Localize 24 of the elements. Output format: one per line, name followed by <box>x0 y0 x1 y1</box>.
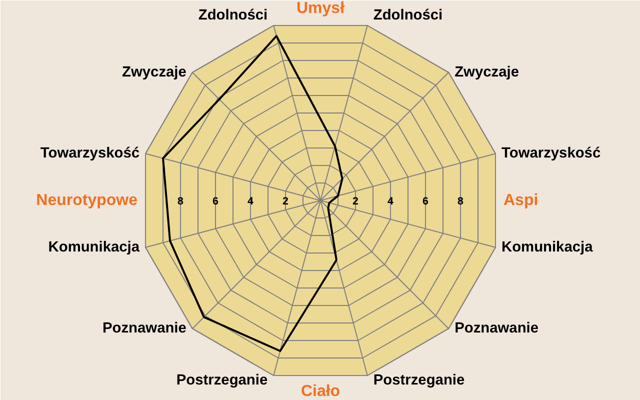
spoke-label: Poznawanie <box>454 320 538 337</box>
spoke-label: Towarzyskość <box>40 146 140 162</box>
spoke-label: Zwyczaje <box>122 64 186 80</box>
text: Neurotypowe <box>36 192 138 209</box>
spoke-label: Postrzeganie <box>373 372 465 388</box>
spoke-label: Postrzeganie <box>176 372 268 388</box>
y-tick-label: 8 <box>178 196 184 208</box>
text: Aspi <box>504 192 538 209</box>
spoke-label: Zdolności <box>198 8 268 24</box>
spoke-label: Zdolności <box>373 8 443 24</box>
y-tick-label: 8 <box>458 196 464 208</box>
text: Umysł <box>296 0 346 17</box>
spoke-label: Poznawanie <box>102 320 186 337</box>
y-tick-label: 4 <box>248 196 254 208</box>
spoke-label: Towarzyskość <box>502 146 601 162</box>
spoke-label: Komunikacja <box>502 239 594 256</box>
spoke-label: Komunikacja <box>48 239 140 256</box>
y-tick-label: 2 <box>282 196 289 208</box>
y-tick-label: 6 <box>212 196 219 208</box>
text: Ciało <box>300 383 340 400</box>
y-tick-label: 4 <box>388 196 394 208</box>
y-tick-label: 6 <box>422 196 429 208</box>
y-tick-label: 2 <box>352 196 359 208</box>
spoke-label: Zwyczaje <box>454 64 519 80</box>
